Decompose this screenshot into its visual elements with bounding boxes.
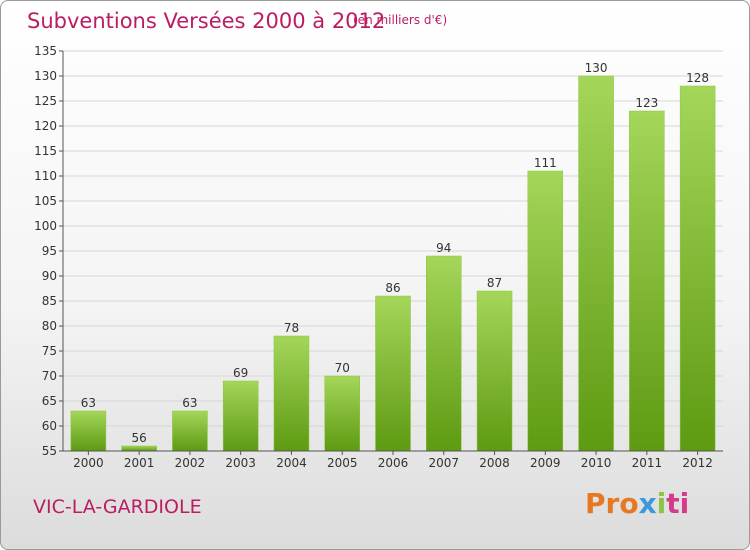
y-tick-label: 60	[42, 419, 57, 433]
value-label-2010: 130	[585, 61, 608, 75]
y-tick-label: 65	[42, 394, 57, 408]
x-tick-label: 2001	[124, 456, 155, 470]
x-tick-label: 2006	[378, 456, 409, 470]
y-axis: 55 60 65 70 75 80 85 90 95 100 105 110 115 120 125 130 1…	[34, 44, 64, 458]
proxiti-logo: Proxiti	[585, 487, 689, 520]
chart-title: Subventions Versées 2000 à 2012	[27, 9, 386, 33]
x-tick-label: 2009	[530, 456, 561, 470]
x-tick-label: 2012	[682, 456, 713, 470]
bar-2003	[222, 380, 259, 452]
y-tick-label: 115	[34, 144, 57, 158]
bar-2011	[629, 110, 665, 452]
bar-2008	[476, 290, 513, 452]
bar-2000	[70, 410, 107, 452]
y-tick-label: 135	[34, 44, 57, 58]
logo-part-3: i	[656, 487, 667, 520]
value-label-2002: 63	[182, 396, 197, 410]
value-label-2003: 69	[233, 366, 248, 380]
value-label-2008: 87	[487, 276, 502, 290]
y-tick-label: 75	[42, 344, 57, 358]
x-tick-label: 2000	[73, 456, 104, 470]
y-tick-label: 70	[42, 369, 57, 383]
y-tick-label: 100	[34, 219, 57, 233]
y-tick-label: 55	[42, 444, 57, 458]
bar-2002	[172, 410, 208, 452]
value-label-2004: 78	[284, 321, 299, 335]
town-name: VIC-LA-GARDIOLE	[33, 496, 202, 518]
y-tick-label: 125	[34, 94, 57, 108]
x-tick-label: 2004	[276, 456, 307, 470]
logo-part-2: x	[638, 487, 657, 520]
x-tick-label: 2002	[175, 456, 206, 470]
bar-2007	[426, 255, 462, 452]
bar-2009	[527, 170, 564, 452]
logo-part-4: ti	[666, 487, 690, 520]
value-label-2007: 94	[436, 241, 451, 255]
value-label-2006: 86	[385, 281, 400, 295]
x-tick-label: 2011	[632, 456, 663, 470]
y-tick-label: 120	[34, 119, 57, 133]
x-tick-label: 2008	[479, 456, 510, 470]
value-label-2005: 70	[335, 361, 350, 375]
x-tick-label: 2003	[225, 456, 256, 470]
y-tick-label: 105	[34, 194, 57, 208]
bar-2006	[375, 295, 411, 452]
y-tick-label: 130	[34, 69, 57, 83]
logo-part-1: Pro	[585, 487, 639, 520]
value-labels: 63 56 63 69 78 70 86 94 87 111 130 123 128	[81, 61, 709, 445]
value-label-2011: 123	[635, 96, 658, 110]
x-tick-label: 2007	[428, 456, 459, 470]
bar-2001	[121, 445, 157, 452]
x-tick-label: 2010	[581, 456, 612, 470]
bar-2005	[324, 375, 360, 452]
value-label-2001: 56	[132, 431, 147, 445]
bar-2012	[679, 85, 716, 452]
bar-2010	[578, 75, 614, 452]
y-tick-label: 85	[42, 294, 57, 308]
x-axis: 2000 2001 2002 2003 2004 2005 2006 2007 2008 2009…	[63, 450, 723, 470]
x-tick-label: 2005	[327, 456, 358, 470]
y-tick-label: 90	[42, 269, 57, 283]
chart-subtitle: (en milliers d'€)	[353, 13, 448, 27]
value-label-2012: 128	[686, 71, 709, 85]
y-tick-label: 80	[42, 319, 57, 333]
bar-2004	[273, 335, 310, 452]
value-label-2000: 63	[81, 396, 96, 410]
y-tick-label: 95	[42, 244, 57, 258]
y-tick-label: 110	[34, 169, 57, 183]
value-label-2009: 111	[534, 156, 557, 170]
bars	[70, 75, 716, 452]
